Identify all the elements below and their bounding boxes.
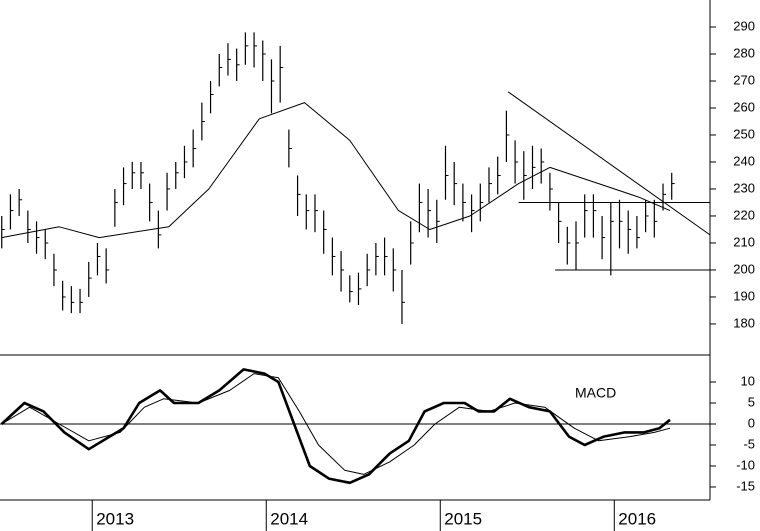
x-tick-label: 2013 bbox=[96, 509, 134, 528]
y-tick-label: 290 bbox=[733, 18, 755, 33]
y-tick-label: -15 bbox=[736, 478, 755, 493]
trend-line bbox=[507, 91, 711, 236]
x-tick-label: 2014 bbox=[270, 509, 308, 528]
y-tick-label: 200 bbox=[733, 261, 755, 276]
y-tick-label: 180 bbox=[733, 315, 755, 330]
y-tick-label: 5 bbox=[748, 394, 755, 409]
y-tick-label: 0 bbox=[748, 415, 755, 430]
y-tick-label: 190 bbox=[733, 288, 755, 303]
macd-line bbox=[1, 373, 671, 475]
y-tick-label: -5 bbox=[743, 436, 755, 451]
y-tick-label: 240 bbox=[733, 153, 755, 168]
x-tick-label: 2015 bbox=[444, 509, 482, 528]
y-tick-label: 270 bbox=[733, 72, 755, 87]
y-tick-label: 280 bbox=[733, 45, 755, 60]
macd-label: MACD bbox=[575, 385, 616, 401]
y-tick-label: 210 bbox=[733, 234, 755, 249]
y-tick-label: 250 bbox=[733, 126, 755, 141]
x-tick-label: 2016 bbox=[618, 509, 656, 528]
y-tick-label: 230 bbox=[733, 180, 755, 195]
y-tick-label: 220 bbox=[733, 207, 755, 222]
y-tick-label: 260 bbox=[733, 99, 755, 114]
moving-average bbox=[1, 102, 671, 239]
y-tick-label: 10 bbox=[741, 373, 755, 388]
y-tick-label: -10 bbox=[736, 457, 755, 472]
macd-line bbox=[0, 368, 671, 485]
